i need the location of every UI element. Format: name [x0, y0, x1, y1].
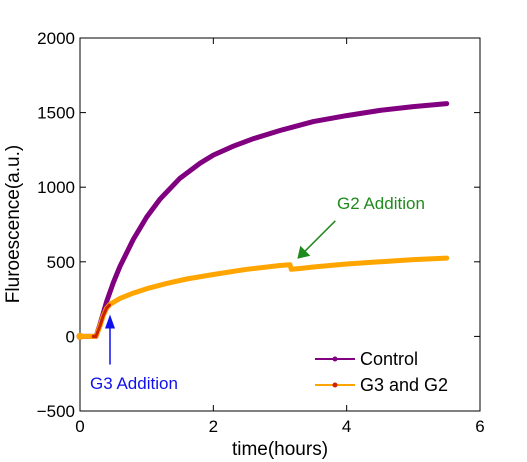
legend-label-g3-g2: G3 and G2 — [360, 375, 448, 395]
series-start-marker — [76, 332, 84, 340]
y-tick-label: 500 — [47, 253, 75, 272]
legend: Control G3 and G2 — [315, 349, 448, 395]
g3-annotation-label: G3 Addition — [90, 374, 178, 393]
g3-arrow-head — [105, 314, 115, 329]
x-tick-label: 4 — [342, 417, 351, 436]
series-layer — [76, 101, 450, 340]
annotation-layer: G3 Addition G2 Addition — [90, 194, 425, 393]
y-tick-label: 2000 — [37, 29, 75, 48]
y-axis-ticks: −500 0 500 1000 1500 2000 — [37, 29, 480, 421]
x-axis-ticks: 0 2 4 6 — [75, 38, 485, 436]
legend-label-control: Control — [360, 349, 418, 369]
y-axis-title: Fluroescence(a.u.) — [3, 145, 24, 303]
y-tick-label: 1500 — [37, 104, 75, 123]
legend-marker-g3-g2 — [332, 382, 338, 388]
x-axis-title: time(hours) — [232, 439, 328, 460]
y-tick-label: −500 — [37, 402, 75, 421]
g2-arrow-shaft — [303, 220, 336, 253]
g2-annotation-label: G2 Addition — [337, 194, 425, 213]
g2-arrow-head — [297, 245, 311, 259]
plot-area — [79, 37, 481, 412]
x-tick-label: 2 — [209, 417, 218, 436]
y-tick-label: 0 — [66, 327, 75, 346]
g3-g2-rise-markers — [91, 303, 111, 338]
legend-marker-control — [332, 356, 338, 362]
series-marker — [107, 303, 111, 307]
y-tick-label: 1000 — [37, 178, 75, 197]
x-tick-label: 6 — [475, 417, 484, 436]
x-tick-label: 0 — [75, 417, 84, 436]
